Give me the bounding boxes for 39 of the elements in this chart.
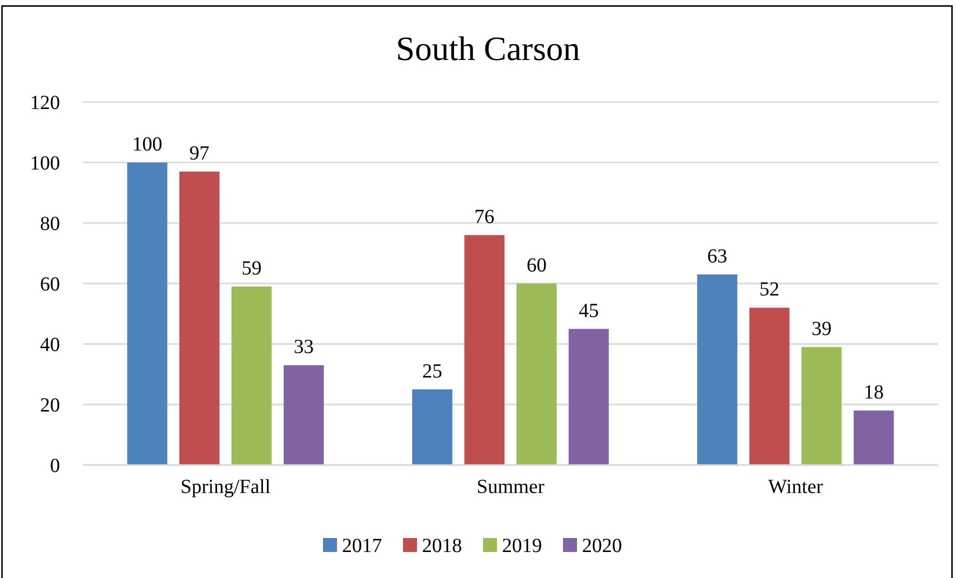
chart-title: South Carson [396, 31, 580, 68]
bar [697, 274, 738, 465]
data-label: 60 [526, 254, 547, 276]
data-label: 59 [242, 258, 262, 280]
bar [179, 172, 220, 465]
bar [232, 286, 272, 465]
data-label: 100 [132, 134, 162, 156]
y-tick-label: 20 [40, 394, 60, 416]
y-tick-label: 120 [30, 92, 60, 114]
y-tick-label: 40 [40, 334, 60, 356]
bar [464, 235, 504, 465]
legend-label: 2020 [582, 535, 622, 557]
bar [568, 328, 609, 465]
legend-label: 2019 [502, 535, 542, 557]
bar [854, 410, 894, 465]
y-tick-label: 0 [50, 455, 60, 477]
bar [516, 284, 557, 465]
y-tick-label: 100 [30, 152, 60, 174]
bar [284, 365, 324, 465]
x-tick-label: Summer [476, 476, 545, 498]
data-label: 97 [189, 142, 210, 165]
data-label: 76 [474, 206, 494, 228]
bar [749, 308, 790, 465]
bar [127, 162, 168, 465]
x-tick-label: Spring/Fall [180, 476, 271, 498]
data-label: 52 [759, 278, 780, 301]
legend-label: 2017 [342, 535, 382, 557]
data-label: 63 [707, 245, 728, 268]
data-label: 18 [864, 382, 884, 404]
data-label: 39 [812, 318, 832, 340]
bar [412, 389, 452, 465]
data-label: 45 [578, 300, 599, 322]
x-tick-label: Winter [768, 476, 824, 498]
data-label: 33 [294, 336, 314, 358]
data-label: 25 [422, 360, 442, 382]
bar [802, 347, 842, 465]
y-tick-label: 60 [40, 274, 60, 296]
y-tick-label: 80 [40, 213, 60, 235]
legend-label: 2018 [422, 535, 462, 557]
